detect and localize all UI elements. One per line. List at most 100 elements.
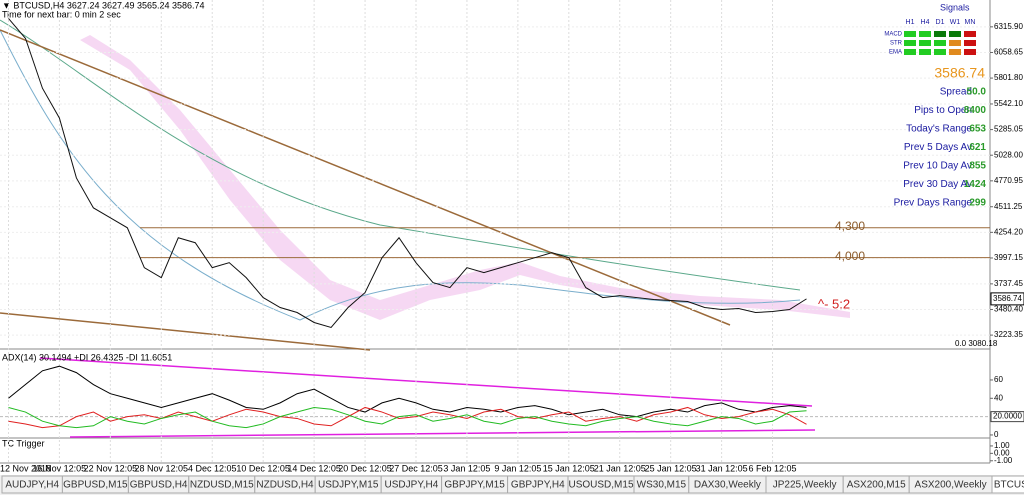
indicator-line xyxy=(8,406,807,429)
stat-label: Pips to Open xyxy=(914,105,972,116)
y-tick-label: 6315.90 xyxy=(994,22,1023,31)
signal-cell xyxy=(934,49,946,55)
tab-label[interactable]: NZDUSD,H4 xyxy=(256,480,314,491)
signal-cell xyxy=(949,40,961,46)
signals-column: W1 xyxy=(950,19,961,26)
signal-cell xyxy=(949,49,961,55)
signal-cell xyxy=(934,40,946,46)
x-tick-label: 15 Jan 12:05 xyxy=(543,463,595,473)
tab-label[interactable]: ASX200,Weekly xyxy=(915,480,987,491)
y-tick-label: 5285.05 xyxy=(994,125,1023,134)
tab-label[interactable]: USDJPY,M15 xyxy=(318,480,379,491)
tab-label[interactable]: USDJPY,H4 xyxy=(385,480,439,491)
stat-label: Prev 10 Day Av xyxy=(903,161,972,172)
tab-label[interactable]: GBPUSD,H4 xyxy=(130,480,188,491)
signals-title: Signals xyxy=(940,2,970,12)
tab-label[interactable]: GBPJPY,M15 xyxy=(444,480,505,491)
chart-subtitle: Time for next bar: 0 min 2 sec xyxy=(2,9,121,19)
ichimoku-cloud xyxy=(80,35,850,320)
y-tick-label: 0 xyxy=(994,430,999,439)
y-tick-label: 3997.15 xyxy=(994,253,1023,262)
moving-average xyxy=(0,29,801,321)
signals-row-label: STR xyxy=(890,41,903,47)
y-tick-label: 6058.65 xyxy=(994,48,1023,57)
tab[interactable] xyxy=(991,475,1024,494)
signals-row-label: EMA xyxy=(889,50,902,56)
x-tick-label: 16 Nov 12:05 xyxy=(33,463,87,473)
signals-column: H4 xyxy=(921,19,930,26)
trend-line xyxy=(0,312,371,351)
y-tick-label: 4511.25 xyxy=(994,202,1023,211)
signal-cell xyxy=(919,40,931,46)
level-label: 4,000 xyxy=(835,249,865,263)
signal-cell xyxy=(904,49,916,55)
y-tick-label: 60 xyxy=(994,375,1003,384)
price-tag xyxy=(990,292,1024,306)
x-tick-label: 6 Feb 12:05 xyxy=(749,463,797,473)
stat-label: Prev Days Range xyxy=(894,198,973,209)
stat-value: 855 xyxy=(969,161,986,172)
stat-label: Prev 30 Day Av xyxy=(903,179,972,190)
stat-value: 621 xyxy=(969,142,986,153)
tab-label[interactable]: WS30,M15 xyxy=(637,480,687,491)
y-tick-label: 5801.80 xyxy=(994,73,1023,82)
x-tick-label: 28 Nov 12:05 xyxy=(135,463,189,473)
x-tick-label: 9 Jan 12:05 xyxy=(494,463,541,473)
tab-label[interactable]: NZDUSD,M15 xyxy=(190,480,254,491)
level-label: 4,300 xyxy=(835,219,865,233)
x-tick-label: 14 Dec 12:05 xyxy=(287,463,341,473)
y-tick-label: 0.00 xyxy=(994,448,1010,457)
x-tick-label: 27 Dec 12:05 xyxy=(389,463,443,473)
annotation: 0.0 3080.18 xyxy=(955,339,998,348)
y-tick-label: 4770.95 xyxy=(994,176,1023,185)
signal-cell xyxy=(904,40,916,46)
tab-label[interactable]: ASX200,M15 xyxy=(847,480,906,491)
signal-cell xyxy=(964,49,976,55)
stat-value: 299 xyxy=(969,198,986,209)
x-tick-label: 31 Jan 12:05 xyxy=(696,463,748,473)
tab-label[interactable]: AUDJPY,H4 xyxy=(5,480,59,491)
trend-line xyxy=(39,357,813,407)
y-tick-label: 5542.10 xyxy=(994,99,1023,108)
trend-line xyxy=(69,429,816,438)
stat-value: 653 xyxy=(969,124,986,135)
y-tick-label: 5028.00 xyxy=(994,150,1023,159)
stat-label: Prev 5 Days Av xyxy=(904,142,972,153)
signals-column: D1 xyxy=(936,19,945,26)
level-label: 20.0000 xyxy=(993,412,1022,421)
price-line xyxy=(8,18,807,329)
indicator-line xyxy=(8,365,807,418)
signal-cell xyxy=(934,31,946,37)
tab-label[interactable]: GBPUSD,M15 xyxy=(63,480,128,491)
stat-value: 8400 xyxy=(964,105,987,116)
signals-row-label: MACD xyxy=(884,32,902,38)
y-tick-label: 4254.20 xyxy=(994,227,1023,236)
signal-cell xyxy=(919,49,931,55)
signal-cell xyxy=(919,31,931,37)
signal-cell xyxy=(964,40,976,46)
x-tick-label: 21 Jan 12:05 xyxy=(594,463,646,473)
tab-label[interactable]: BTCUSD,H4 xyxy=(994,480,1024,491)
tab-label[interactable]: JP225,Weekly xyxy=(773,480,837,491)
chart-title: ▼ BTCUSD,H4 3627.24 3627.49 3565.24 3586… xyxy=(2,0,205,10)
x-tick-label: 3 Jan 12:05 xyxy=(443,463,490,473)
stat-label: Spread xyxy=(940,87,972,98)
stat-value: 1424 xyxy=(964,179,987,190)
tab-label[interactable]: USOUSD,M15 xyxy=(568,480,633,491)
signals-column: H1 xyxy=(906,19,915,26)
signals-column: MN xyxy=(965,19,976,26)
x-tick-label: 25 Jan 12:05 xyxy=(645,463,697,473)
indicator-title: ADX(14) 30.1494 +DI 26.4325 -DI 11.6051 xyxy=(2,352,172,362)
x-tick-label: 10 Dec 12:05 xyxy=(236,463,290,473)
annotation: ^- 5:2 xyxy=(818,296,850,311)
level-box xyxy=(990,411,1024,423)
x-tick-label: 12 Nov 2018 xyxy=(0,463,51,473)
tab-label[interactable]: GBPJPY,H4 xyxy=(511,480,565,491)
signal-cell xyxy=(904,31,916,37)
y-tick-label: 40 xyxy=(994,393,1003,402)
y-tick-label: 3480.40 xyxy=(994,305,1023,314)
tab-label[interactable]: DAX30,Weekly xyxy=(694,480,761,491)
stat-value: 50.0 xyxy=(967,87,987,98)
